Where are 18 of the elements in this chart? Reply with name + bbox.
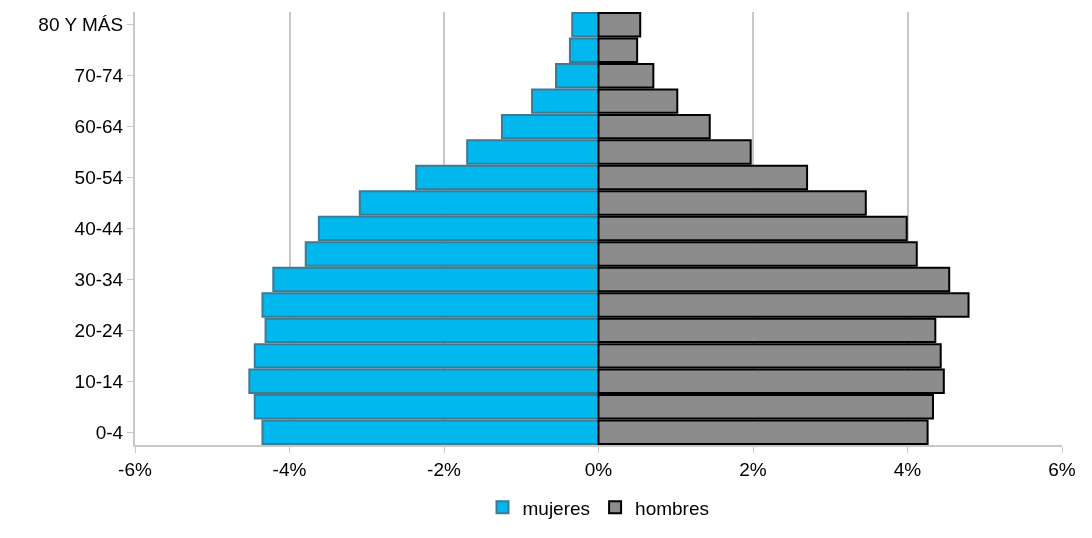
y-tick-label: 30-34 (74, 269, 124, 291)
x-tick-label: 0% (584, 458, 613, 480)
y-tick-label: 20-24 (74, 320, 124, 342)
x-tick-label: -4% (272, 458, 307, 480)
x-tick-label: -6% (118, 458, 152, 480)
y-tick-label: 10-14 (74, 370, 124, 392)
x-tick-label: 4% (893, 458, 922, 480)
x-tick-label: -2% (427, 458, 461, 480)
legend-label: hombres (635, 497, 709, 519)
y-tick-label: 70-74 (74, 65, 124, 87)
x-tick-label: 6% (1048, 458, 1076, 480)
legend-label: mujeres (522, 497, 591, 519)
y-tick-label: 80 Y MÁS (38, 14, 124, 36)
y-tick-label: 60-64 (74, 116, 124, 138)
y-tick-label: 50-54 (74, 167, 124, 189)
x-tick-label: 2% (739, 458, 767, 480)
y-tick-label: 40-44 (74, 218, 124, 240)
y-tick-label: 0-4 (95, 421, 124, 443)
